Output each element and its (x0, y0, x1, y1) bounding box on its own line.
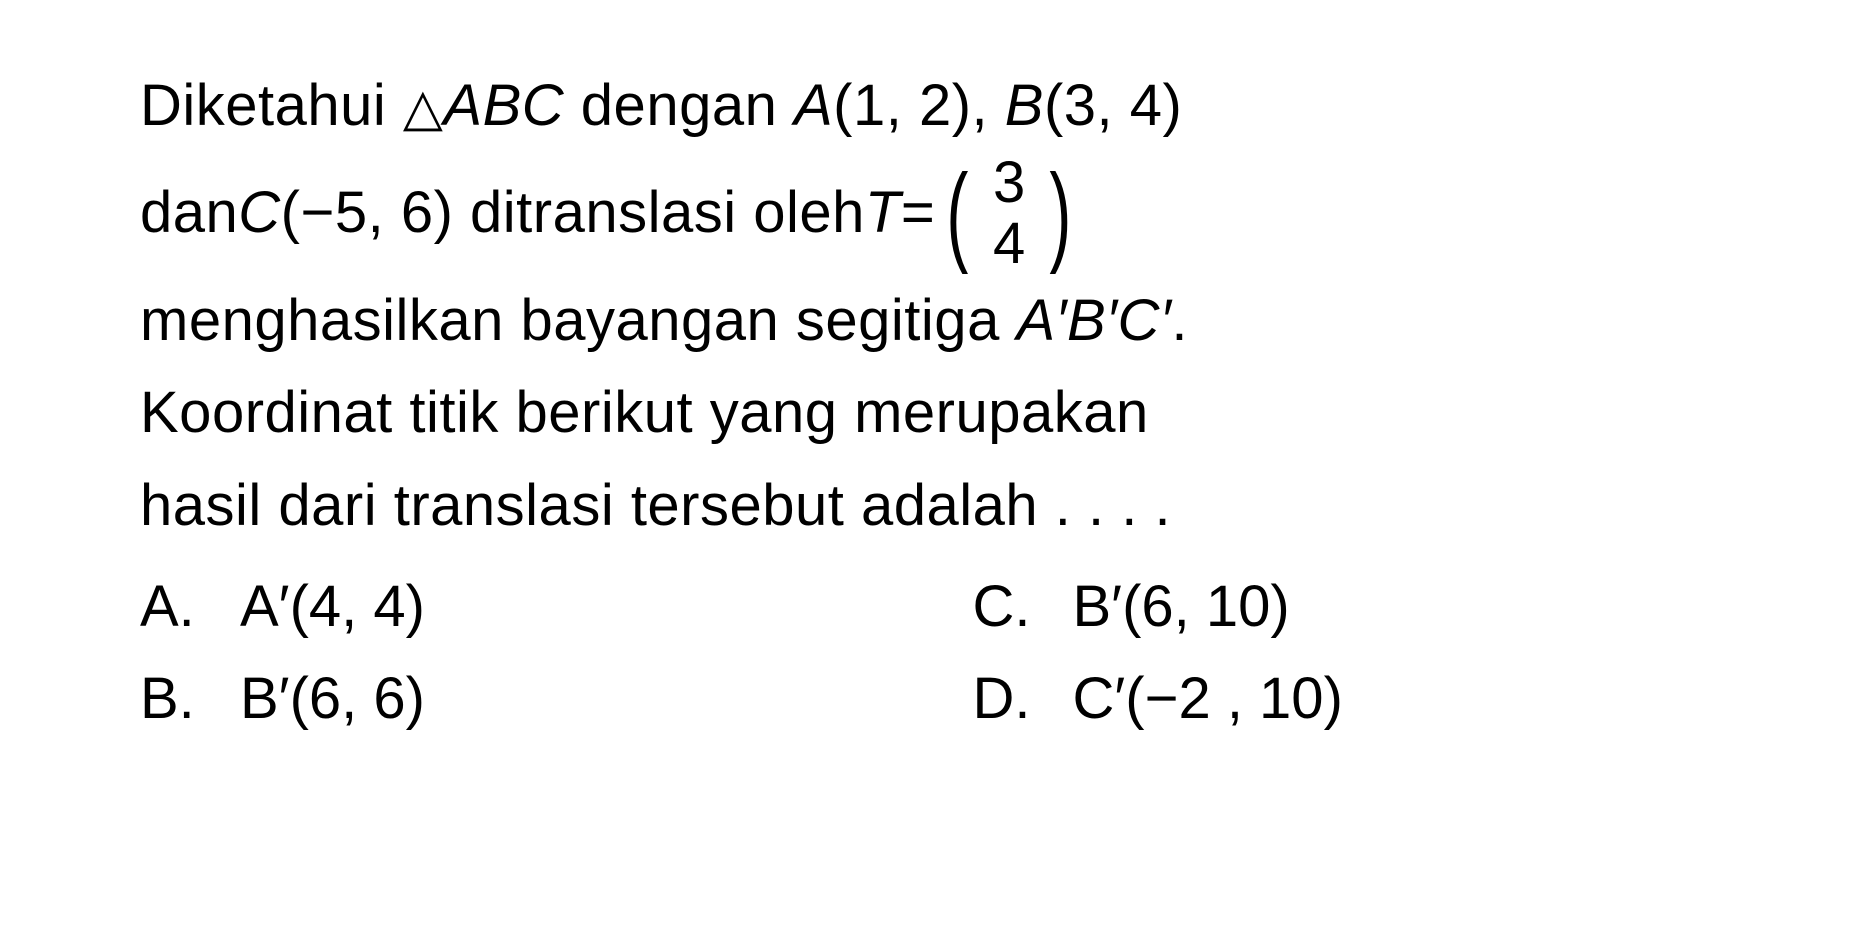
option-d-label: D. (973, 665, 1033, 732)
question-line-5: hasil dari translasi tersebut adalah . .… (140, 460, 1725, 553)
paren-right: ) (1050, 178, 1072, 250)
option-a-value: A′(4, 4) (240, 573, 425, 640)
abc-label: ABC (443, 73, 564, 138)
equals-sign: = (901, 167, 935, 260)
vector-top: 3 (993, 150, 1026, 215)
option-d-value: C′(−2 , 10) (1073, 665, 1343, 732)
option-c: C. B′(6, 10) (973, 573, 1726, 640)
answer-options: A. A′(4, 4) C. B′(6, 10) B. B′(6, 6) D. … (140, 573, 1725, 732)
vector-bottom: 4 (993, 211, 1026, 276)
text-dan: dan (140, 167, 238, 260)
option-b-coords: (6, 6) (290, 666, 425, 731)
paren-left: ( (947, 178, 969, 250)
option-d-coords: (−2 , 10) (1125, 666, 1343, 731)
option-d: D. C′(−2 , 10) (973, 665, 1726, 732)
option-c-value: B′(6, 10) (1073, 573, 1290, 640)
question-text: Diketahui △ABC dengan A(1, 2), B(3, 4) d… (140, 60, 1725, 553)
option-a-label: A. (140, 573, 200, 640)
vector-column: 3 4 (993, 153, 1026, 275)
aprime-bprime-cprime: A′B′C′ (1016, 288, 1171, 353)
option-c-var: B′ (1073, 574, 1123, 639)
option-c-coords: (6, 10) (1122, 574, 1290, 639)
option-a-coords: (4, 4) (290, 574, 425, 639)
question-line-3: menghasilkan bayangan segitiga A′B′C′. (140, 275, 1725, 368)
point-c-var: C (238, 167, 280, 260)
math-question-container: Diketahui △ABC dengan A(1, 2), B(3, 4) d… (140, 60, 1725, 732)
text-menghasilkan: menghasilkan bayangan segitiga (140, 288, 1016, 353)
translation-vector: ( 3 4 ) (939, 153, 1079, 275)
question-line-1: Diketahui △ABC dengan A(1, 2), B(3, 4) (140, 60, 1725, 153)
text-dengan: dengan (564, 73, 794, 138)
option-c-label: C. (973, 573, 1033, 640)
text-diketahui: Diketahui (140, 73, 403, 138)
point-a-coords: (1, 2), (833, 73, 1005, 138)
option-b: B. B′(6, 6) (140, 665, 893, 732)
period: . (1171, 288, 1188, 353)
t-var: T (865, 167, 901, 260)
option-a: A. A′(4, 4) (140, 573, 893, 640)
point-b-coords: (3, 4) (1044, 73, 1182, 138)
point-a-var: A (794, 73, 833, 138)
option-b-label: B. (140, 665, 200, 732)
question-line-2: dan C(−5, 6) ditranslasi oleh T = ( 3 4 … (140, 153, 1725, 275)
option-b-value: B′(6, 6) (240, 665, 425, 732)
question-line-4: Koordinat titik berikut yang merupakan (140, 367, 1725, 460)
point-b-var: B (1005, 73, 1044, 138)
point-c-coords: (−5, 6) ditranslasi oleh (281, 167, 865, 260)
option-a-var: A′ (240, 574, 290, 639)
option-b-var: B′ (240, 666, 290, 731)
triangle-symbol: △ (403, 79, 444, 137)
option-d-var: C′ (1073, 666, 1126, 731)
